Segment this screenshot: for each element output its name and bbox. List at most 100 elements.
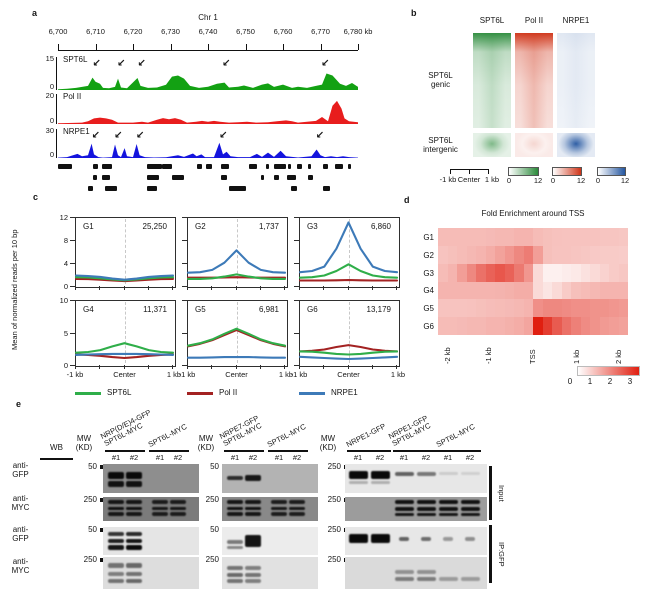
heatmap-row-label: SPT6L genic (412, 71, 469, 89)
mw-header: MW (KD) (313, 434, 343, 453)
heatmap-cell (485, 299, 496, 318)
mw-header: MW (KD) (69, 434, 99, 453)
x-tick (259, 286, 261, 290)
heatmap-cell (476, 263, 486, 282)
center-dashed-line (348, 219, 350, 284)
protein-band (394, 576, 414, 581)
protein-band (271, 506, 287, 511)
colorbar-max-label: 12 (576, 176, 586, 185)
track-name: SPT6L (63, 55, 88, 64)
heatmap-cell (514, 299, 524, 318)
x-tick (147, 286, 149, 290)
metaplot-series (74, 274, 175, 283)
axis-tick (283, 44, 284, 50)
protein-band (289, 506, 305, 511)
x-tick (284, 365, 285, 369)
y-tick (70, 332, 75, 334)
blot-image (103, 497, 199, 521)
y-tick-label: 10 (59, 296, 68, 305)
gene-glyph (92, 164, 98, 169)
track-axis (56, 129, 58, 158)
chr-title: Chr 1 (198, 13, 218, 22)
gene-glyph (323, 186, 331, 191)
track-ymax: 15 (45, 54, 54, 63)
text-line: genic (430, 80, 451, 90)
heatmap-cell (447, 281, 458, 300)
series-line (298, 350, 399, 356)
axis-tick-label: 6,710 (86, 27, 105, 36)
text-line: anti- (12, 557, 29, 566)
metaplot-series (298, 221, 399, 282)
colorbar-tick-label: 3 (627, 377, 633, 386)
heatmap-genic (557, 33, 595, 128)
text-line: (KD) (319, 442, 337, 452)
gene-glyph (205, 164, 212, 169)
axis-tick-label: 6,770 (311, 27, 330, 36)
protein-band (443, 537, 453, 541)
plot-frame (299, 300, 400, 367)
text-line: SPT6L (428, 71, 453, 80)
group-count: 11,371 (143, 305, 167, 314)
y-tick-label: 0 (63, 282, 68, 291)
protein-band (465, 537, 475, 541)
protein-band (108, 471, 124, 479)
axis-tick-label: 6,720 (123, 27, 143, 36)
y-tick (294, 286, 299, 287)
colorbar (508, 167, 539, 176)
group-name: G5 (195, 305, 206, 314)
heatmap-cell (599, 245, 610, 264)
group-name: G4 (83, 305, 94, 314)
gene-glyph (265, 164, 269, 169)
axis-tick (358, 44, 359, 50)
heatmap-cell (495, 245, 505, 264)
protein-band (416, 512, 436, 517)
series-line (298, 263, 399, 279)
center-dashed-line (124, 219, 126, 284)
mw-value: 250 (327, 462, 341, 471)
x-tick (211, 286, 213, 290)
y-tick (70, 263, 75, 264)
heatmap-cell (476, 281, 486, 300)
lane-group-underline (347, 450, 391, 452)
heatmap-cell (542, 228, 553, 247)
series-line (298, 344, 399, 353)
heatmap-cell (590, 281, 600, 300)
gene-glyph (92, 175, 97, 180)
bracket-bar (489, 466, 492, 520)
protein-band (126, 544, 142, 550)
text-line: SPT6L-MYC (434, 421, 477, 449)
heatmap-genic (515, 33, 553, 128)
protein-band (126, 506, 142, 511)
protein-band (126, 563, 142, 568)
protein-band (170, 506, 186, 511)
heatmap-intergenic (515, 133, 553, 157)
heatmap-cell (561, 317, 572, 336)
y-tick (70, 286, 75, 287)
center-dashed-line (348, 302, 350, 363)
series-line (186, 327, 287, 347)
protein-band (416, 506, 436, 511)
heatmap-cell (542, 317, 553, 336)
heatmap-cell (618, 317, 629, 336)
heatmap-cell (609, 281, 619, 300)
series-line (58, 142, 358, 158)
gene-glyph (273, 164, 286, 169)
heatmap-cell (590, 317, 600, 336)
heatmap-cell (561, 228, 572, 247)
protein-band (394, 472, 414, 477)
mw-value: 250 (327, 525, 341, 534)
x-tick-label: -1 kb (178, 370, 196, 379)
heatmap-cell (447, 317, 458, 336)
x-tick-label: -1 kb (290, 370, 308, 379)
legend-label: SPT6L (107, 388, 132, 397)
text-line: MW (320, 434, 336, 443)
protein-band (460, 576, 480, 581)
panel-e-label: e (16, 399, 22, 409)
gene-glyph (172, 175, 185, 180)
protein-band (227, 566, 243, 570)
x-tick (347, 365, 349, 369)
gene-glyph (296, 164, 302, 169)
colorbar-min-label: 0 (595, 176, 601, 185)
metaplot-series (186, 249, 287, 280)
protein-band (460, 506, 480, 511)
